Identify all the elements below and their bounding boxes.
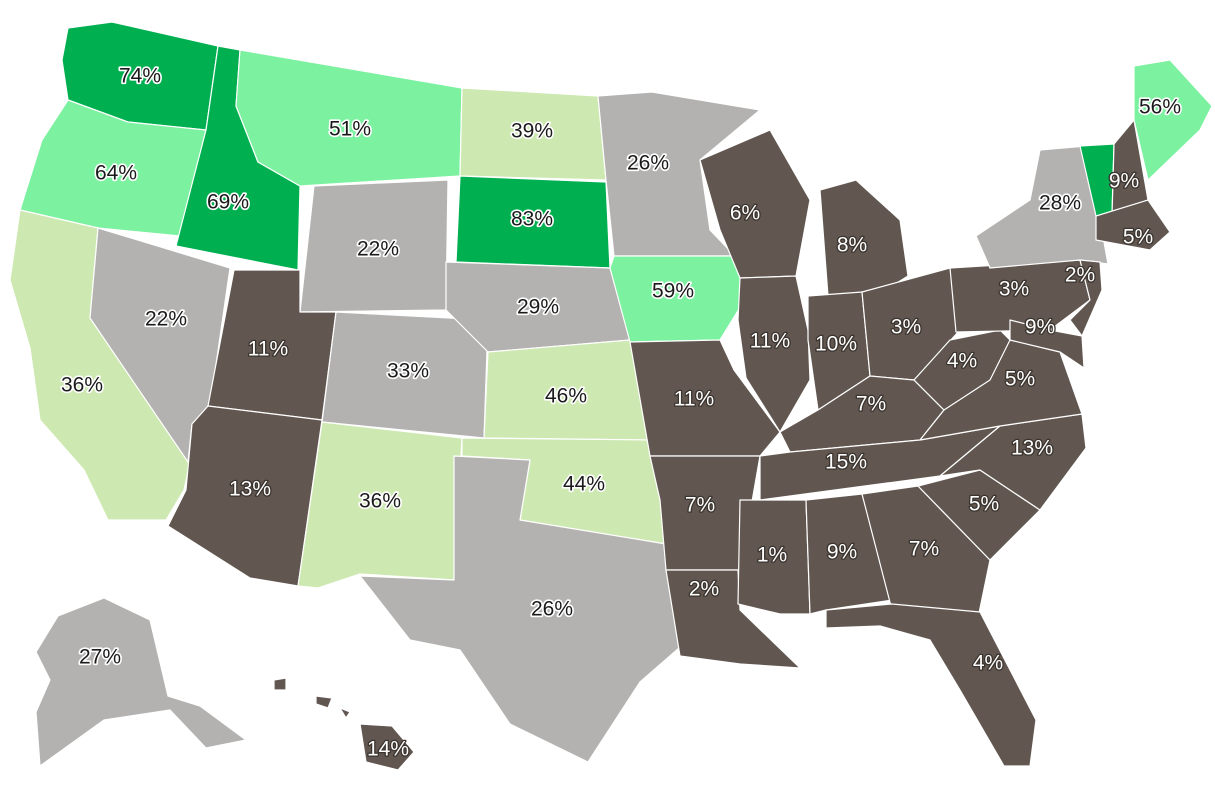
- state-label-wi: 6%: [730, 202, 760, 225]
- state-label-ks: 46%: [545, 385, 587, 408]
- state-label-in: 10%: [815, 333, 857, 356]
- state-label-pa: 3%: [999, 278, 1029, 301]
- state-label-ne: 29%: [517, 296, 559, 319]
- state-label-wy: 22%: [357, 238, 399, 261]
- state-label-ny: 28%: [1039, 192, 1081, 215]
- state-label-mt: 51%: [329, 118, 371, 141]
- state-label-nv: 22%: [145, 308, 187, 331]
- state-la: [665, 569, 801, 669]
- state-label-hi: 14%: [367, 738, 409, 761]
- state-label-wv: 4%: [947, 350, 977, 373]
- state-ma: [1095, 199, 1171, 251]
- state-label-ia: 59%: [652, 280, 694, 303]
- state-label-az: 13%: [229, 478, 271, 501]
- state-label-mi: 8%: [837, 234, 867, 257]
- state-label-oh: 3%: [891, 316, 921, 339]
- state-ak: [35, 597, 247, 767]
- state-label-ms: 1%: [757, 544, 787, 567]
- labels-layer: 74% 64% 36% 69% 22% 51% 22% 11% 13% 33% 36% 39% 83% 2…: [59, 63, 1182, 762]
- state-hi: [273, 677, 415, 771]
- state-label-ut: 11%: [248, 338, 288, 361]
- state-label-co: 33%: [387, 360, 429, 383]
- state-label-nd: 39%: [511, 120, 553, 143]
- states-layer: [9, 21, 1213, 771]
- state-label-la: 2%: [689, 578, 719, 601]
- state-label-ga: 7%: [909, 538, 939, 561]
- state-label-id: 69%: [207, 191, 249, 214]
- state-label-tx: 26%: [531, 598, 573, 621]
- state-label-nc: 13%: [1011, 437, 1053, 460]
- state-fl: [825, 603, 1037, 767]
- state-label-sc: 5%: [969, 493, 999, 516]
- state-label-nm: 36%: [359, 490, 401, 513]
- state-label-il: 11%: [750, 330, 790, 353]
- state-label-al: 9%: [827, 541, 857, 564]
- state-label-fl: 4%: [973, 652, 1003, 675]
- state-il: [737, 275, 811, 433]
- state-tx: [359, 455, 687, 763]
- state-al: [805, 493, 893, 615]
- state-label-wa: 74%: [119, 65, 161, 88]
- state-label-nh: 9%: [1109, 170, 1139, 193]
- state-md: [1009, 319, 1085, 369]
- state-label-va: 5%: [1005, 368, 1035, 391]
- state-ms: [737, 499, 811, 615]
- state-label-ok: 44%: [563, 473, 605, 496]
- state-label-or: 64%: [95, 162, 137, 185]
- state-label-ca: 36%: [61, 374, 103, 397]
- state-label-sd: 83%: [511, 208, 553, 231]
- state-ga: [861, 485, 991, 619]
- state-label-ak: 27%: [79, 646, 121, 669]
- state-label-md: 9%: [1025, 316, 1055, 339]
- state-label-tn: 15%: [825, 451, 867, 474]
- state-label-ma: 5%: [1123, 226, 1153, 249]
- state-label-me: 56%: [1139, 96, 1181, 119]
- state-label-mo: 11%: [674, 388, 714, 411]
- state-or: [19, 99, 207, 237]
- state-mn: [597, 91, 761, 257]
- state-label-mn: 26%: [627, 152, 669, 175]
- state-label-nj: 2%: [1065, 264, 1095, 287]
- state-me: [1133, 59, 1213, 181]
- state-label-ar: 7%: [685, 494, 715, 517]
- state-label-ky: 7%: [856, 393, 886, 416]
